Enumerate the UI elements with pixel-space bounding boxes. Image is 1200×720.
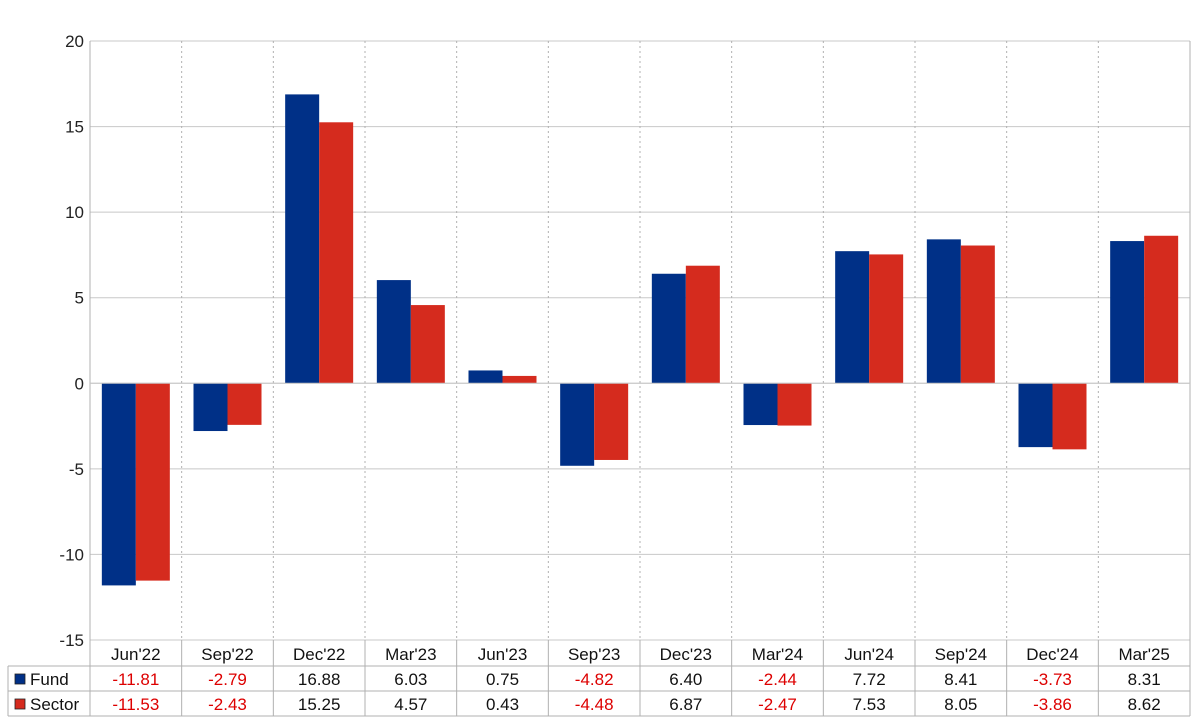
y-tick-label: -5: [69, 460, 84, 479]
data-label-sector: -3.86: [1033, 695, 1072, 714]
data-label-fund: 6.40: [669, 670, 702, 689]
y-tick-label: -15: [59, 631, 84, 650]
bar-sector: [1144, 235, 1179, 384]
category-label: Sep'24: [935, 645, 987, 664]
bar-fund: [376, 280, 411, 384]
y-tick-label: 15: [65, 118, 84, 137]
data-label-sector: 8.05: [944, 695, 977, 714]
bar-fund: [193, 383, 228, 432]
category-label: Mar'24: [752, 645, 803, 664]
bar-fund: [560, 383, 595, 466]
bar-fund: [1110, 241, 1145, 384]
data-label-fund: -4.82: [575, 670, 614, 689]
category-label: Mar'23: [385, 645, 436, 664]
data-label-fund: -11.81: [112, 670, 159, 689]
category-label: Dec'22: [293, 645, 345, 664]
data-label-sector: 8.62: [1128, 695, 1161, 714]
legend-label-fund: Fund: [30, 670, 69, 689]
y-tick-label: 0: [75, 374, 84, 393]
bar-fund: [743, 383, 778, 426]
data-label-sector: 0.43: [486, 695, 519, 714]
data-label-fund: 7.72: [853, 670, 886, 689]
bar-sector: [319, 122, 354, 384]
bar-sector: [685, 265, 720, 384]
bar-sector: [135, 383, 170, 581]
bar-fund: [651, 273, 686, 384]
y-tick-label: 5: [75, 289, 84, 308]
data-label-sector: -11.53: [112, 695, 159, 714]
bar-sector: [502, 375, 537, 384]
bar-sector: [594, 383, 629, 460]
bar-sector: [960, 245, 995, 384]
bar-fund: [101, 383, 136, 586]
data-label-sector: -2.43: [208, 695, 247, 714]
data-label-fund: 0.75: [486, 670, 519, 689]
bar-sector: [777, 383, 812, 426]
category-label: Jun'22: [111, 645, 161, 664]
bar-sector: [869, 254, 904, 384]
bar-sector: [1052, 383, 1087, 450]
data-label-sector: -2.47: [758, 695, 797, 714]
category-label: Mar'25: [1118, 645, 1169, 664]
data-label-sector: -4.48: [575, 695, 614, 714]
legend-swatch-sector: [14, 698, 26, 710]
data-label-fund: 8.41: [944, 670, 977, 689]
data-label-fund: -2.79: [208, 670, 247, 689]
category-label: Sep'23: [568, 645, 620, 664]
data-label-fund: -3.73: [1033, 670, 1072, 689]
category-label: Dec'24: [1026, 645, 1078, 664]
data-label-sector: 15.25: [298, 695, 341, 714]
data-label-sector: 6.87: [669, 695, 702, 714]
category-label: Sep'22: [201, 645, 253, 664]
category-label: Jun'23: [478, 645, 528, 664]
bar-fund: [926, 239, 961, 384]
bar-fund: [835, 251, 870, 384]
data-label-fund: -2.44: [758, 670, 797, 689]
bar-sector: [410, 305, 445, 384]
y-tick-label: 10: [65, 203, 84, 222]
legend-label-sector: Sector: [30, 695, 79, 714]
legend-swatch-fund: [14, 673, 26, 685]
data-label-sector: 4.57: [394, 695, 427, 714]
data-label-sector: 7.53: [853, 695, 886, 714]
category-label: Jun'24: [844, 645, 894, 664]
bar-fund: [468, 370, 503, 384]
category-label: Dec'23: [660, 645, 712, 664]
y-tick-label: -10: [59, 545, 84, 564]
bar-fund: [285, 94, 320, 384]
bar-fund: [1018, 383, 1053, 448]
data-label-fund: 16.88: [298, 670, 341, 689]
data-label-fund: 8.31: [1128, 670, 1161, 689]
data-label-fund: 6.03: [394, 670, 427, 689]
bar-sector: [227, 383, 262, 425]
y-tick-label: 20: [65, 32, 84, 51]
